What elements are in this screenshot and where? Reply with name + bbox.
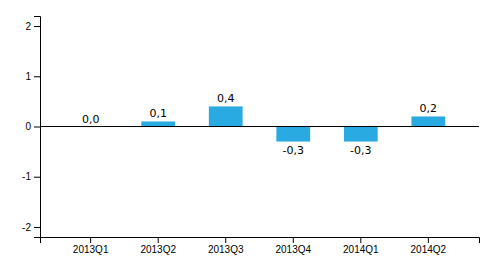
y-tick-mark (34, 26, 40, 27)
y-tick-label: 2 (25, 21, 31, 32)
x-tick-label: 2013Q4 (275, 244, 311, 255)
y-tick-mark (34, 177, 40, 178)
x-tick: 2013Q1 (73, 237, 109, 255)
bar (141, 121, 175, 126)
x-tick: 2013Q2 (140, 237, 176, 255)
x-tick: 2013Q4 (275, 237, 311, 255)
data-label: 0,0 (82, 113, 100, 126)
x-tick-mark (360, 237, 361, 243)
data-label: -0,3 (350, 144, 371, 157)
x-tick-label: 2014Q2 (411, 244, 447, 255)
bar (276, 127, 310, 142)
x-tick: 2014Q2 (411, 237, 447, 255)
x-tick-mark (158, 237, 159, 243)
x-axis-line (41, 238, 480, 244)
y-tick: 2 (25, 21, 40, 32)
baseline (40, 126, 479, 127)
y-axis: -2 -1 0 1 2 (22, 17, 40, 238)
data-label: 0,1 (149, 107, 167, 120)
x-tick-mark (90, 237, 91, 243)
bar (209, 106, 243, 126)
y-tick: 1 (25, 71, 40, 82)
bar (411, 116, 445, 126)
y-tick: -2 (22, 222, 40, 233)
plot: -2-10122013Q12013Q22013Q32013Q42014Q1201… (22, 17, 479, 256)
bars (141, 106, 445, 141)
y-axis-line (34, 17, 41, 238)
y-tick-label: -2 (22, 222, 31, 233)
y-tick-label: 0 (25, 121, 31, 132)
x-tick-label: 2014Q1 (343, 244, 379, 255)
y-tick-label: -1 (22, 171, 31, 182)
x-axis: 2013Q1 2013Q2 2013Q3 2013Q4 2014Q1 2014Q2 (41, 237, 480, 255)
y-tick-mark (34, 76, 40, 77)
y-tick-label: 1 (25, 71, 31, 82)
x-tick-label: 2013Q2 (140, 244, 176, 255)
y-tick-mark (34, 227, 40, 228)
chart: -2-10122013Q12013Q22013Q32013Q42014Q1201… (0, 0, 491, 265)
x-tick-mark (225, 237, 226, 243)
x-tick: 2013Q3 (208, 237, 244, 255)
x-tick-label: 2013Q1 (73, 244, 109, 255)
data-label: -0,3 (283, 144, 304, 157)
bar (344, 127, 378, 142)
x-tick: 2014Q1 (343, 237, 379, 255)
y-tick: -1 (22, 171, 40, 182)
data-label: 0,2 (420, 102, 438, 115)
y-tick-mark (34, 127, 40, 128)
data-label: 0,4 (217, 92, 235, 105)
data-labels: 0,0 0,1 0,4 -0,3 -0,3 0,2 (82, 92, 437, 157)
x-tick-mark (293, 237, 294, 243)
x-tick-mark (428, 237, 429, 243)
x-tick-label: 2013Q3 (208, 244, 244, 255)
y-tick: 0 (25, 121, 40, 132)
